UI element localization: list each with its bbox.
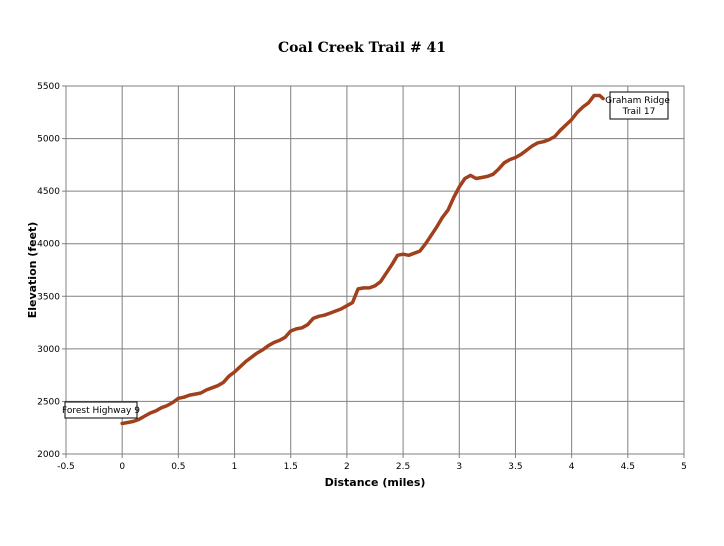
annotation-start-text: Forest Highway 9 xyxy=(62,406,140,416)
elevation-series-line xyxy=(120,93,605,426)
x-tick-label: 3 xyxy=(456,462,462,472)
y-tick-label: 4500 xyxy=(37,187,60,197)
y-tick-label: 3500 xyxy=(37,292,60,302)
chart-title: Coal Creek Trail # 41 xyxy=(278,40,446,56)
x-tick-label: 2.5 xyxy=(396,462,410,472)
x-tick-label: 1 xyxy=(232,462,238,472)
y-tick-label: 3000 xyxy=(37,345,60,355)
x-tick-label: 1.5 xyxy=(284,462,298,472)
annotation-start: Forest Highway 9 xyxy=(62,401,140,419)
x-tick-label: 2 xyxy=(344,462,350,472)
annotation-end-text: Graham Ridge Trail 17 xyxy=(605,96,673,117)
y-tick-label: 5000 xyxy=(37,135,60,145)
x-tick-label: 4.5 xyxy=(621,462,635,472)
x-tick-label: 0.5 xyxy=(171,462,185,472)
annotation-end-line-2: Trail 17 xyxy=(622,107,656,117)
x-tick-label: -0.5 xyxy=(57,462,75,472)
annotation-end-line-1: Graham Ridge xyxy=(605,96,670,106)
annotation-end-box xyxy=(609,91,669,120)
plot-area: -0.5 0 0.5 1 1.5 2 2.5 3 3.5 4 4.5 5 2000 2500 3000 350… xyxy=(37,82,687,472)
plot-frame xyxy=(65,85,685,455)
x-tick-label: 0 xyxy=(119,462,125,472)
x-tick-label: 3.5 xyxy=(508,462,522,472)
y-tick-label: 2500 xyxy=(37,397,60,407)
y-tick-label: 2000 xyxy=(37,450,60,460)
x-tick-label: 4 xyxy=(569,462,575,472)
y-tick-label: 5500 xyxy=(37,82,60,92)
annotation-end: Graham Ridge Trail 17 xyxy=(605,91,673,120)
annotation-start-box xyxy=(64,401,138,419)
y-axis-label: Elevation (feet) xyxy=(26,222,39,319)
x-axis-label: Distance (miles) xyxy=(325,476,426,489)
x-tick-label: 5 xyxy=(681,462,687,472)
y-tick-label: 4000 xyxy=(37,240,60,250)
